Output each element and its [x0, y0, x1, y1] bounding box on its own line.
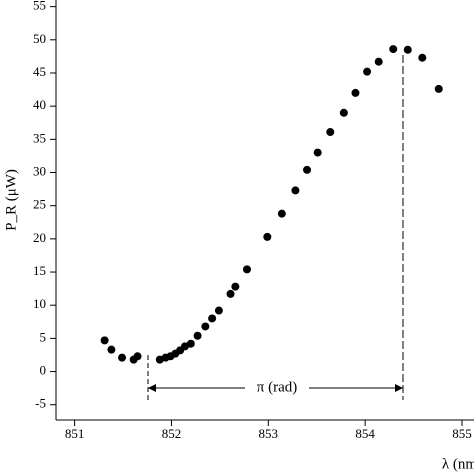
x-tick-label: 851 [65, 426, 85, 441]
data-point [277, 209, 286, 218]
data-point [303, 165, 312, 174]
y-tick-label: 40 [33, 97, 46, 112]
data-point [351, 88, 360, 97]
y-tick-label: 20 [33, 230, 46, 245]
data-point [107, 345, 116, 354]
data-point [193, 331, 202, 340]
data-point [242, 265, 251, 274]
data-point [226, 289, 235, 298]
y-tick-label: 0 [40, 363, 47, 378]
x-tick-label: 854 [355, 426, 375, 441]
data-point [363, 67, 372, 76]
data-point [133, 352, 142, 361]
data-point [214, 306, 223, 315]
data-point [118, 353, 127, 362]
x-tick-label: 855 [452, 426, 472, 441]
y-tick-label: 55 [33, 0, 46, 13]
y-tick-label: 50 [33, 31, 46, 46]
x-tick-label: 852 [162, 426, 182, 441]
data-point [374, 57, 383, 66]
x-axis-label: λ (nm) [442, 456, 474, 472]
data-point [263, 232, 272, 241]
data-point [339, 108, 348, 117]
y-tick-label: 10 [33, 296, 46, 311]
data-point [186, 339, 195, 348]
data-point [389, 45, 398, 54]
y-tick-label: 45 [33, 64, 46, 79]
y-tick-label: 30 [33, 163, 46, 178]
data-point [291, 186, 300, 195]
data-point [201, 322, 210, 331]
y-tick-label: -5 [35, 396, 46, 411]
annotation-bg [245, 379, 309, 397]
data-point [326, 128, 335, 137]
data-point [418, 53, 427, 62]
x-tick-label: 853 [259, 426, 279, 441]
y-tick-label: 15 [33, 263, 46, 278]
data-point [403, 45, 412, 54]
data-point [434, 84, 443, 93]
y-tick-label: 5 [40, 329, 47, 344]
y-axis-label: P_R (μW) [3, 169, 19, 231]
data-point [208, 314, 217, 323]
y-tick-label: 25 [33, 197, 46, 212]
data-point [231, 282, 240, 291]
annotation: π (rad) [257, 379, 297, 395]
y-tick-label: 35 [33, 130, 46, 145]
data-point [100, 336, 109, 345]
data-point [313, 148, 322, 157]
